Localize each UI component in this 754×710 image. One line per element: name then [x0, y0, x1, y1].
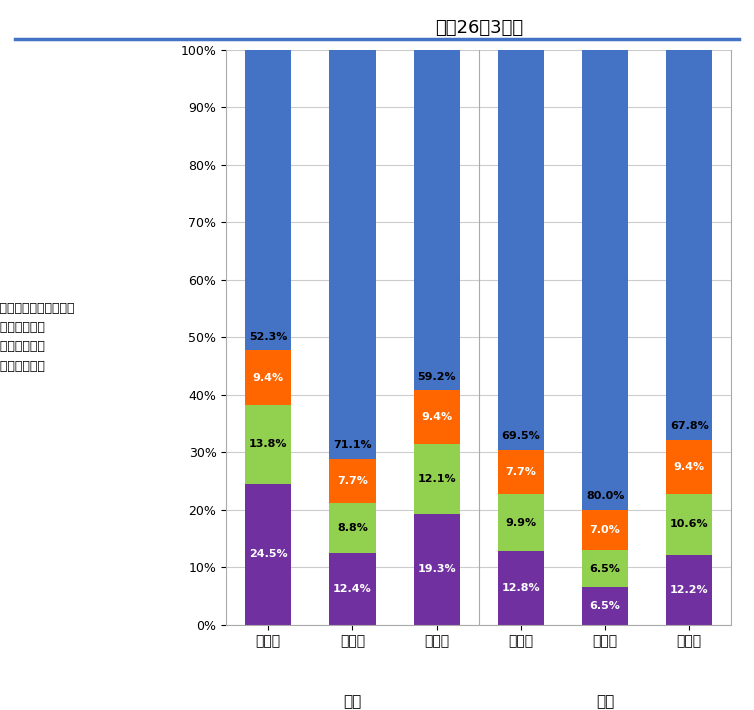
Bar: [413, 444, 460, 514]
Bar: [413, 391, 460, 444]
Bar: [245, 50, 292, 351]
Text: 12.4%: 12.4%: [333, 584, 372, 594]
Bar: [245, 351, 292, 405]
Bar: [666, 50, 713, 439]
Text: 69.5%: 69.5%: [501, 432, 541, 442]
Text: 7.7%: 7.7%: [505, 467, 536, 477]
Text: 71.1%: 71.1%: [333, 440, 372, 450]
Bar: [498, 551, 544, 625]
Text: 7.0%: 7.0%: [590, 525, 621, 535]
Text: 52.3%: 52.3%: [249, 332, 287, 342]
Title: 平成26年3月卒: 平成26年3月卒: [435, 19, 523, 37]
Bar: [666, 555, 713, 625]
Text: 12.2%: 12.2%: [670, 585, 709, 595]
Bar: [666, 439, 713, 493]
Bar: [498, 494, 544, 551]
Text: 24.5%: 24.5%: [249, 550, 287, 559]
Bar: [245, 405, 292, 484]
Text: 9.4%: 9.4%: [674, 462, 705, 471]
Bar: [582, 510, 628, 550]
Text: 80.0%: 80.0%: [586, 491, 624, 501]
Text: 19.3%: 19.3%: [418, 564, 456, 574]
Bar: [498, 50, 544, 450]
Text: 67.8%: 67.8%: [670, 421, 709, 431]
Text: 7.7%: 7.7%: [337, 476, 368, 486]
Text: 59.2%: 59.2%: [418, 371, 456, 381]
Bar: [329, 459, 375, 503]
Text: 10.6%: 10.6%: [670, 519, 709, 529]
Bar: [413, 514, 460, 625]
Text: 8.8%: 8.8%: [337, 523, 368, 533]
Text: 高卒: 高卒: [343, 694, 362, 709]
Text: 大卒: 大卒: [596, 694, 615, 709]
Bar: [582, 50, 628, 510]
Bar: [329, 50, 375, 459]
Text: 9.4%: 9.4%: [421, 413, 452, 422]
Bar: [413, 50, 460, 390]
Bar: [245, 484, 292, 625]
Text: 9.4%: 9.4%: [253, 373, 284, 383]
Bar: [582, 550, 628, 587]
Text: 12.1%: 12.1%: [418, 474, 456, 484]
Text: 6.5%: 6.5%: [590, 601, 621, 611]
Bar: [329, 554, 375, 625]
Text: 13.8%: 13.8%: [249, 439, 287, 449]
Bar: [666, 493, 713, 555]
Text: 9.9%: 9.9%: [505, 518, 536, 528]
Text: 6.5%: 6.5%: [590, 564, 621, 574]
Bar: [582, 587, 628, 625]
Legend: 引き続き就労している者, 3年目の離職者, 2年目の離職者, 1年目の離職者: 引き続き就労している者, 3年目の離職者, 2年目の離職者, 1年目の離職者: [0, 302, 75, 373]
Bar: [498, 450, 544, 494]
Bar: [329, 503, 375, 554]
Text: 12.8%: 12.8%: [501, 583, 540, 593]
